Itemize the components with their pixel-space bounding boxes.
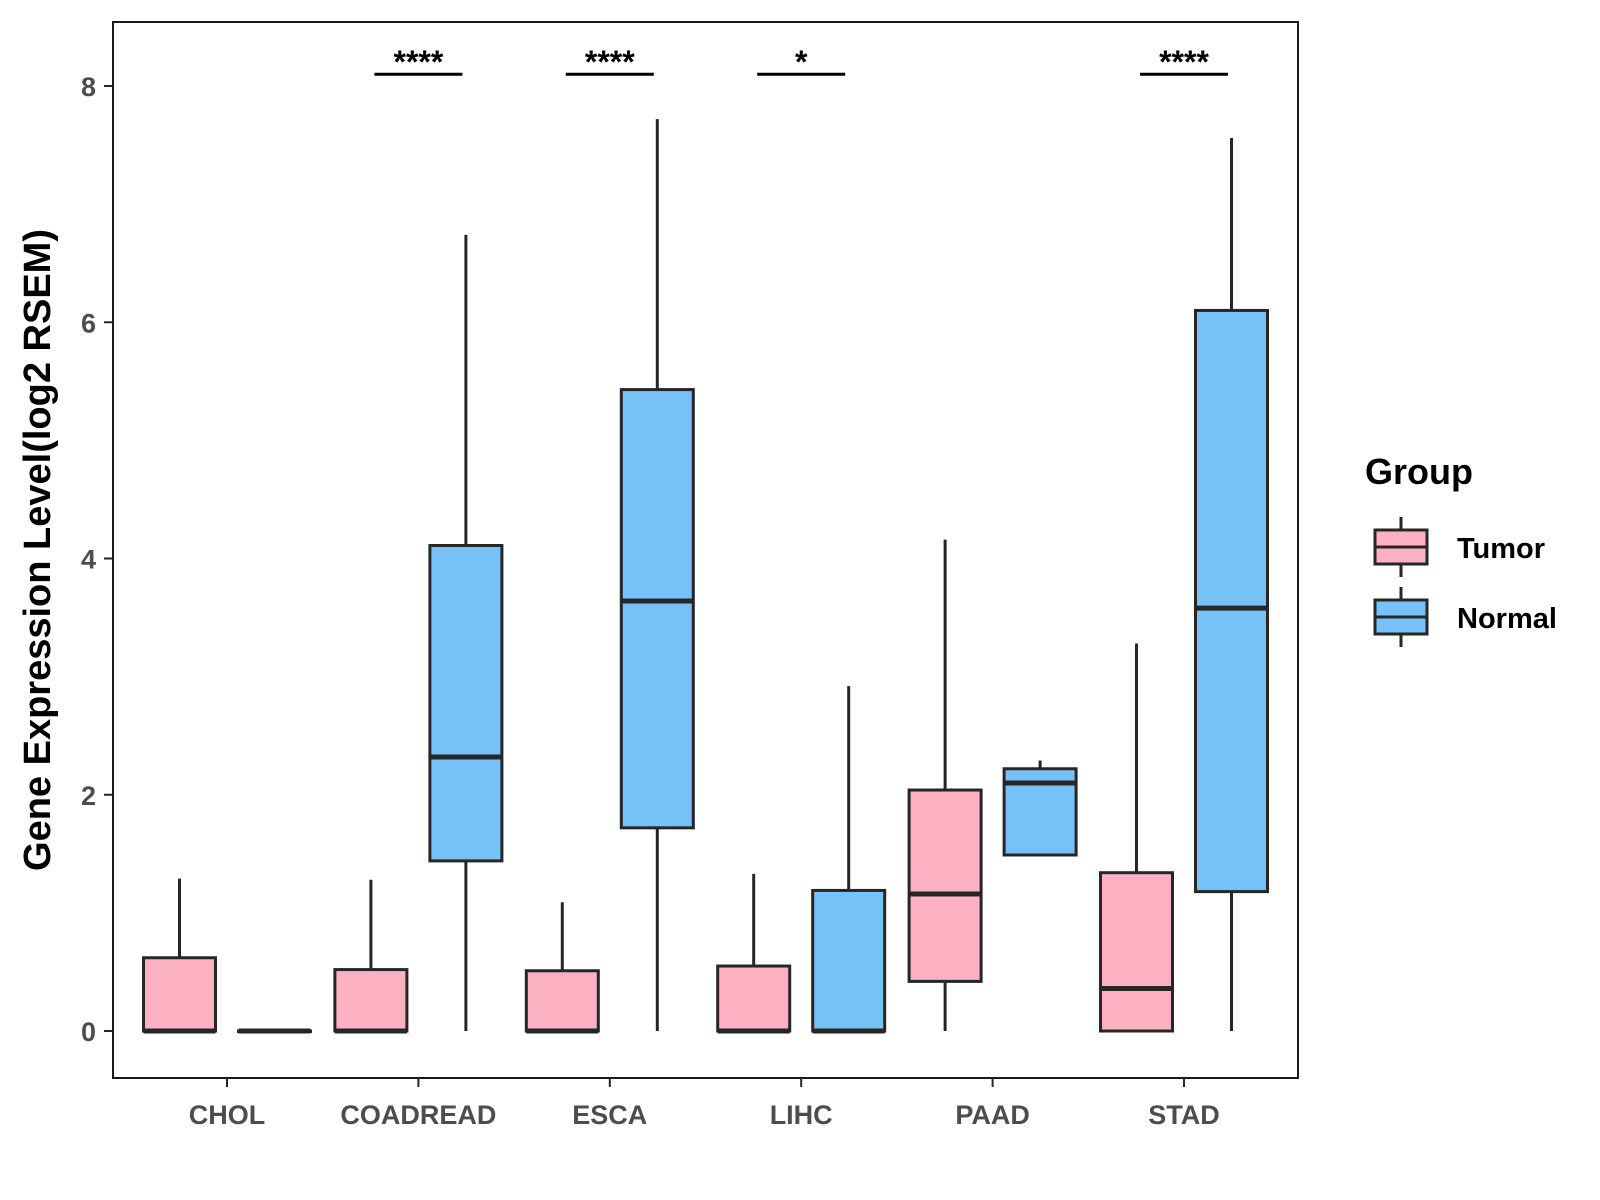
- box-body: [524, 969, 600, 1033]
- box-normal-stad: [1194, 137, 1269, 1031]
- box-tumor-chol: [142, 878, 217, 1034]
- box-body: [333, 968, 409, 1033]
- box-normal-coadread: [428, 234, 504, 1031]
- y-axis: 0 2 4 6 8: [81, 72, 113, 1047]
- box-body: [1099, 871, 1174, 1033]
- box-body: [716, 964, 792, 1033]
- x-axis: CHOL COADREAD ESCA LIHC PAAD STAD: [189, 1078, 1220, 1130]
- significance-label: *: [795, 44, 808, 80]
- significance-stad: ****: [1140, 44, 1228, 80]
- box-tumor-paad: [907, 539, 983, 1031]
- box-body: [1194, 308, 1269, 894]
- box-body: [811, 888, 887, 1033]
- box-body: [907, 788, 983, 983]
- y-tick-label: 0: [81, 1017, 96, 1047]
- x-tick-label: ESCA: [572, 1100, 647, 1130]
- legend-item-normal: Normal: [1373, 587, 1557, 647]
- y-tick-label: 8: [81, 72, 96, 102]
- x-tick-label: CHOL: [189, 1100, 266, 1130]
- significance-label: ****: [1159, 44, 1209, 80]
- legend-label: Tumor: [1457, 533, 1545, 565]
- plot-panel-border: [112, 21, 1299, 1079]
- significance-lihc: *: [757, 44, 846, 80]
- y-tick-label: 2: [81, 781, 96, 811]
- box-normal-chol: [237, 1028, 312, 1034]
- y-axis-title: Gene Expression Level(log2 RSEM): [17, 229, 59, 871]
- box-tumor-lihc: [716, 873, 792, 1034]
- x-tick-label: LIHC: [770, 1100, 833, 1130]
- box-tumor-esca: [524, 902, 600, 1034]
- legend-label: Normal: [1457, 603, 1557, 635]
- box-body: [619, 388, 695, 830]
- x-tick-label: COADREAD: [340, 1100, 496, 1130]
- box-body: [428, 544, 504, 863]
- y-tick-label: 6: [81, 308, 96, 338]
- box-tumor-coadread: [333, 879, 409, 1034]
- significance-esca: ****: [565, 44, 654, 80]
- box-body: [142, 956, 217, 1033]
- significance-label: ****: [393, 44, 443, 80]
- legend: Group Tumor Normal: [1365, 451, 1557, 647]
- box-normal-lihc: [811, 686, 887, 1034]
- plot-area: **** **** * ****: [142, 44, 1269, 1034]
- significance-coadread: ****: [374, 44, 463, 80]
- y-tick-label: 4: [81, 545, 96, 575]
- significance-label: ****: [585, 44, 635, 80]
- box-normal-paad: [1002, 760, 1078, 857]
- legend-title: Group: [1365, 451, 1473, 492]
- x-tick-label: STAD: [1148, 1100, 1220, 1130]
- box-normal-esca: [619, 119, 695, 1031]
- legend-item-tumor: Tumor: [1373, 517, 1545, 577]
- box-tumor-stad: [1099, 643, 1174, 1033]
- x-tick-label: PAAD: [955, 1100, 1030, 1130]
